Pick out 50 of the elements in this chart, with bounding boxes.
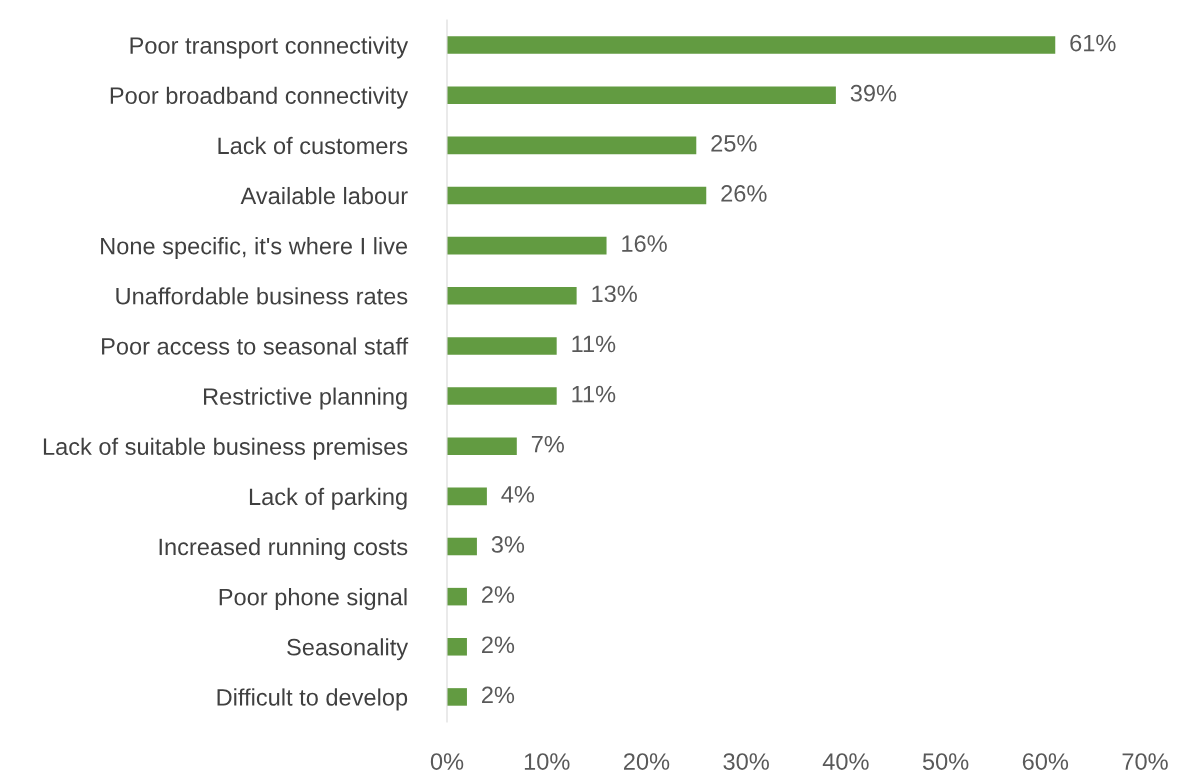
bar bbox=[447, 337, 557, 355]
bar bbox=[447, 587, 467, 606]
x-tick-label: 0% bbox=[430, 753, 464, 770]
bar bbox=[447, 36, 1056, 54]
bar bbox=[447, 537, 477, 556]
y-tick-label: Restrictive planning bbox=[204, 387, 407, 410]
data-label: 61% bbox=[1070, 34, 1116, 52]
y-tick-label: Poor phone signal bbox=[219, 588, 407, 611]
x-tick-label: 10% bbox=[524, 753, 570, 770]
x-tick-label: 70% bbox=[1122, 753, 1168, 770]
data-label: 11% bbox=[572, 335, 616, 353]
y-tick-label: Poor broadband connectivity bbox=[110, 86, 409, 109]
data-label: 3% bbox=[491, 536, 525, 553]
data-label: 13% bbox=[592, 285, 637, 303]
x-tick-label: 60% bbox=[1022, 753, 1069, 770]
x-tick-label: 40% bbox=[822, 753, 869, 770]
data-label: 2% bbox=[482, 636, 515, 654]
data-label: 2% bbox=[482, 686, 515, 704]
y-tick-label: Difficult to develop bbox=[217, 688, 408, 711]
data-label: 25% bbox=[711, 134, 757, 152]
x-tick-label: 50% bbox=[922, 753, 969, 770]
data-label: 11% bbox=[572, 385, 616, 403]
bar bbox=[447, 437, 517, 455]
y-tick-label: Lack of suitable business premises bbox=[43, 437, 408, 460]
bar bbox=[447, 387, 557, 405]
y-tick-label: Poor transport connectivity bbox=[130, 36, 409, 59]
bar bbox=[447, 236, 607, 255]
y-tick-label: Poor access to seasonal staff bbox=[102, 337, 409, 355]
data-label: 39% bbox=[850, 84, 897, 102]
y-tick-label: None specific, it's where I live bbox=[101, 237, 408, 260]
bar bbox=[447, 638, 467, 656]
x-tick-label: 30% bbox=[723, 753, 769, 770]
y-tick-label: Lack of customers bbox=[218, 136, 408, 155]
data-label: 2% bbox=[482, 586, 515, 603]
bar bbox=[447, 86, 836, 104]
bar bbox=[447, 136, 697, 155]
y-tick-label: Increased running costs bbox=[159, 537, 408, 560]
x-tick-label: 20% bbox=[623, 753, 670, 770]
y-tick-label: Available labour bbox=[240, 186, 408, 205]
data-label: 4% bbox=[501, 486, 535, 503]
y-tick-label: Seasonality bbox=[287, 638, 409, 661]
bar bbox=[447, 487, 487, 506]
data-label: 16% bbox=[622, 235, 667, 252]
data-label: 7% bbox=[531, 435, 564, 453]
bar bbox=[447, 287, 577, 305]
y-tick-label: Lack of parking bbox=[249, 487, 407, 510]
bar bbox=[447, 186, 707, 205]
y-tick-label: Unaffordable business rates bbox=[116, 287, 408, 305]
data-label: 26% bbox=[721, 185, 767, 202]
bar bbox=[447, 688, 467, 706]
